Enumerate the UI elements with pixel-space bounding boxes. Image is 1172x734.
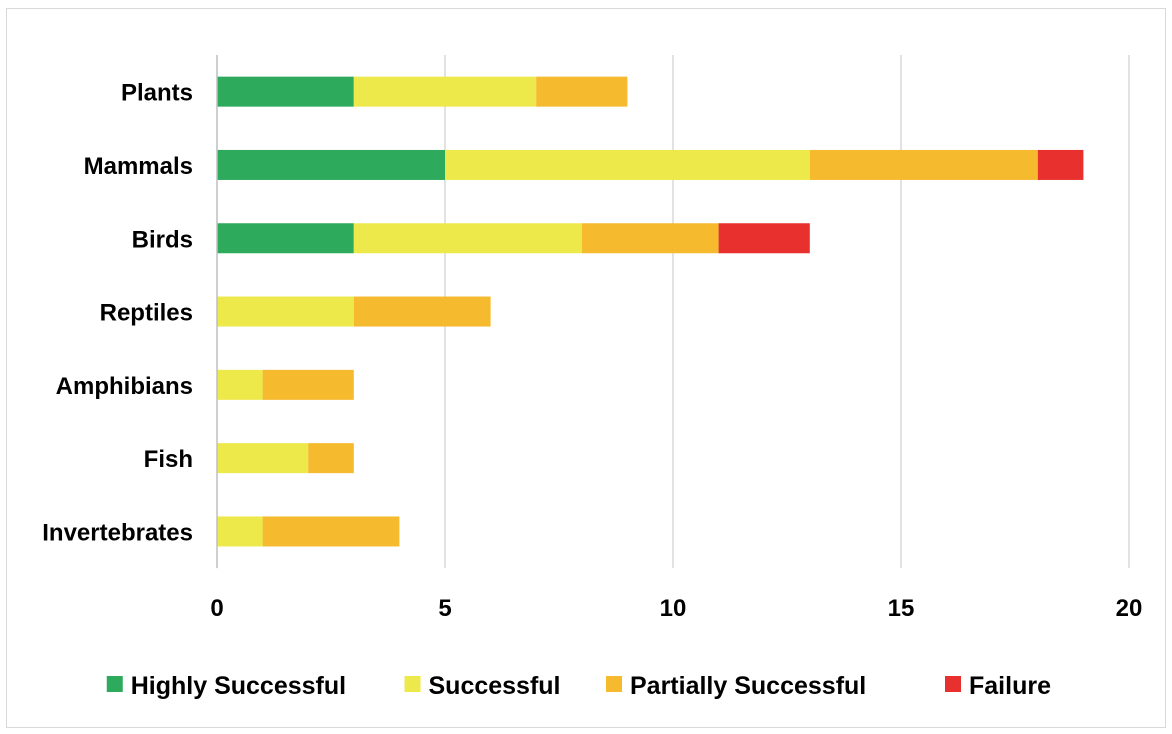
gridlines <box>444 55 1130 569</box>
category-label: Invertebrates <box>42 519 193 546</box>
category-label: Plants <box>121 80 193 107</box>
chart-frame <box>6 8 1166 728</box>
bar-segment <box>217 296 354 327</box>
x-tick-label: 0 <box>210 595 223 622</box>
bar-segment <box>581 223 719 254</box>
x-tick-label: 5 <box>438 595 451 622</box>
bar-segment <box>809 149 1038 180</box>
category-label: Mammals <box>84 153 193 180</box>
bar-segment <box>308 443 354 474</box>
bar-segment <box>217 223 354 254</box>
category-label: Fish <box>144 446 193 473</box>
bar-segment <box>217 443 309 474</box>
bar-segment <box>217 76 354 107</box>
bar-segment <box>353 223 582 254</box>
legend-label: Partially Successful <box>630 672 866 700</box>
legend-label: Highly Successful <box>131 672 346 700</box>
bar-segment <box>217 516 263 547</box>
category-label: Amphibians <box>56 373 193 400</box>
legend-swatch <box>106 676 123 692</box>
x-tick-label: 15 <box>888 595 915 622</box>
legend-label: Successful <box>429 672 561 700</box>
legend-swatch <box>404 676 421 692</box>
bar-segment <box>445 149 810 180</box>
x-tick-label: 20 <box>1116 595 1143 622</box>
category-label: Reptiles <box>100 300 193 327</box>
labels: 0 5 10 15 20 Plants Mammals Birds Reptiles Amphib… <box>42 80 1142 622</box>
legend-label: Failure <box>969 672 1051 700</box>
bar-segment <box>718 223 810 254</box>
bar-segment <box>262 516 400 547</box>
category-label: Birds <box>132 226 193 253</box>
bar-segment <box>353 76 537 107</box>
bar-segment <box>353 296 491 327</box>
bar-segment <box>262 369 354 400</box>
legend: Highly Successful Successful Partially Suc… <box>106 672 1051 700</box>
bar-segment <box>1037 149 1084 180</box>
bar-segment <box>217 369 263 400</box>
x-tick-label: 10 <box>660 595 687 622</box>
legend-swatch <box>606 676 622 692</box>
legend-swatch <box>945 676 961 692</box>
bar-segment <box>536 76 628 107</box>
bars <box>217 76 1084 547</box>
bar-segment <box>217 149 445 180</box>
